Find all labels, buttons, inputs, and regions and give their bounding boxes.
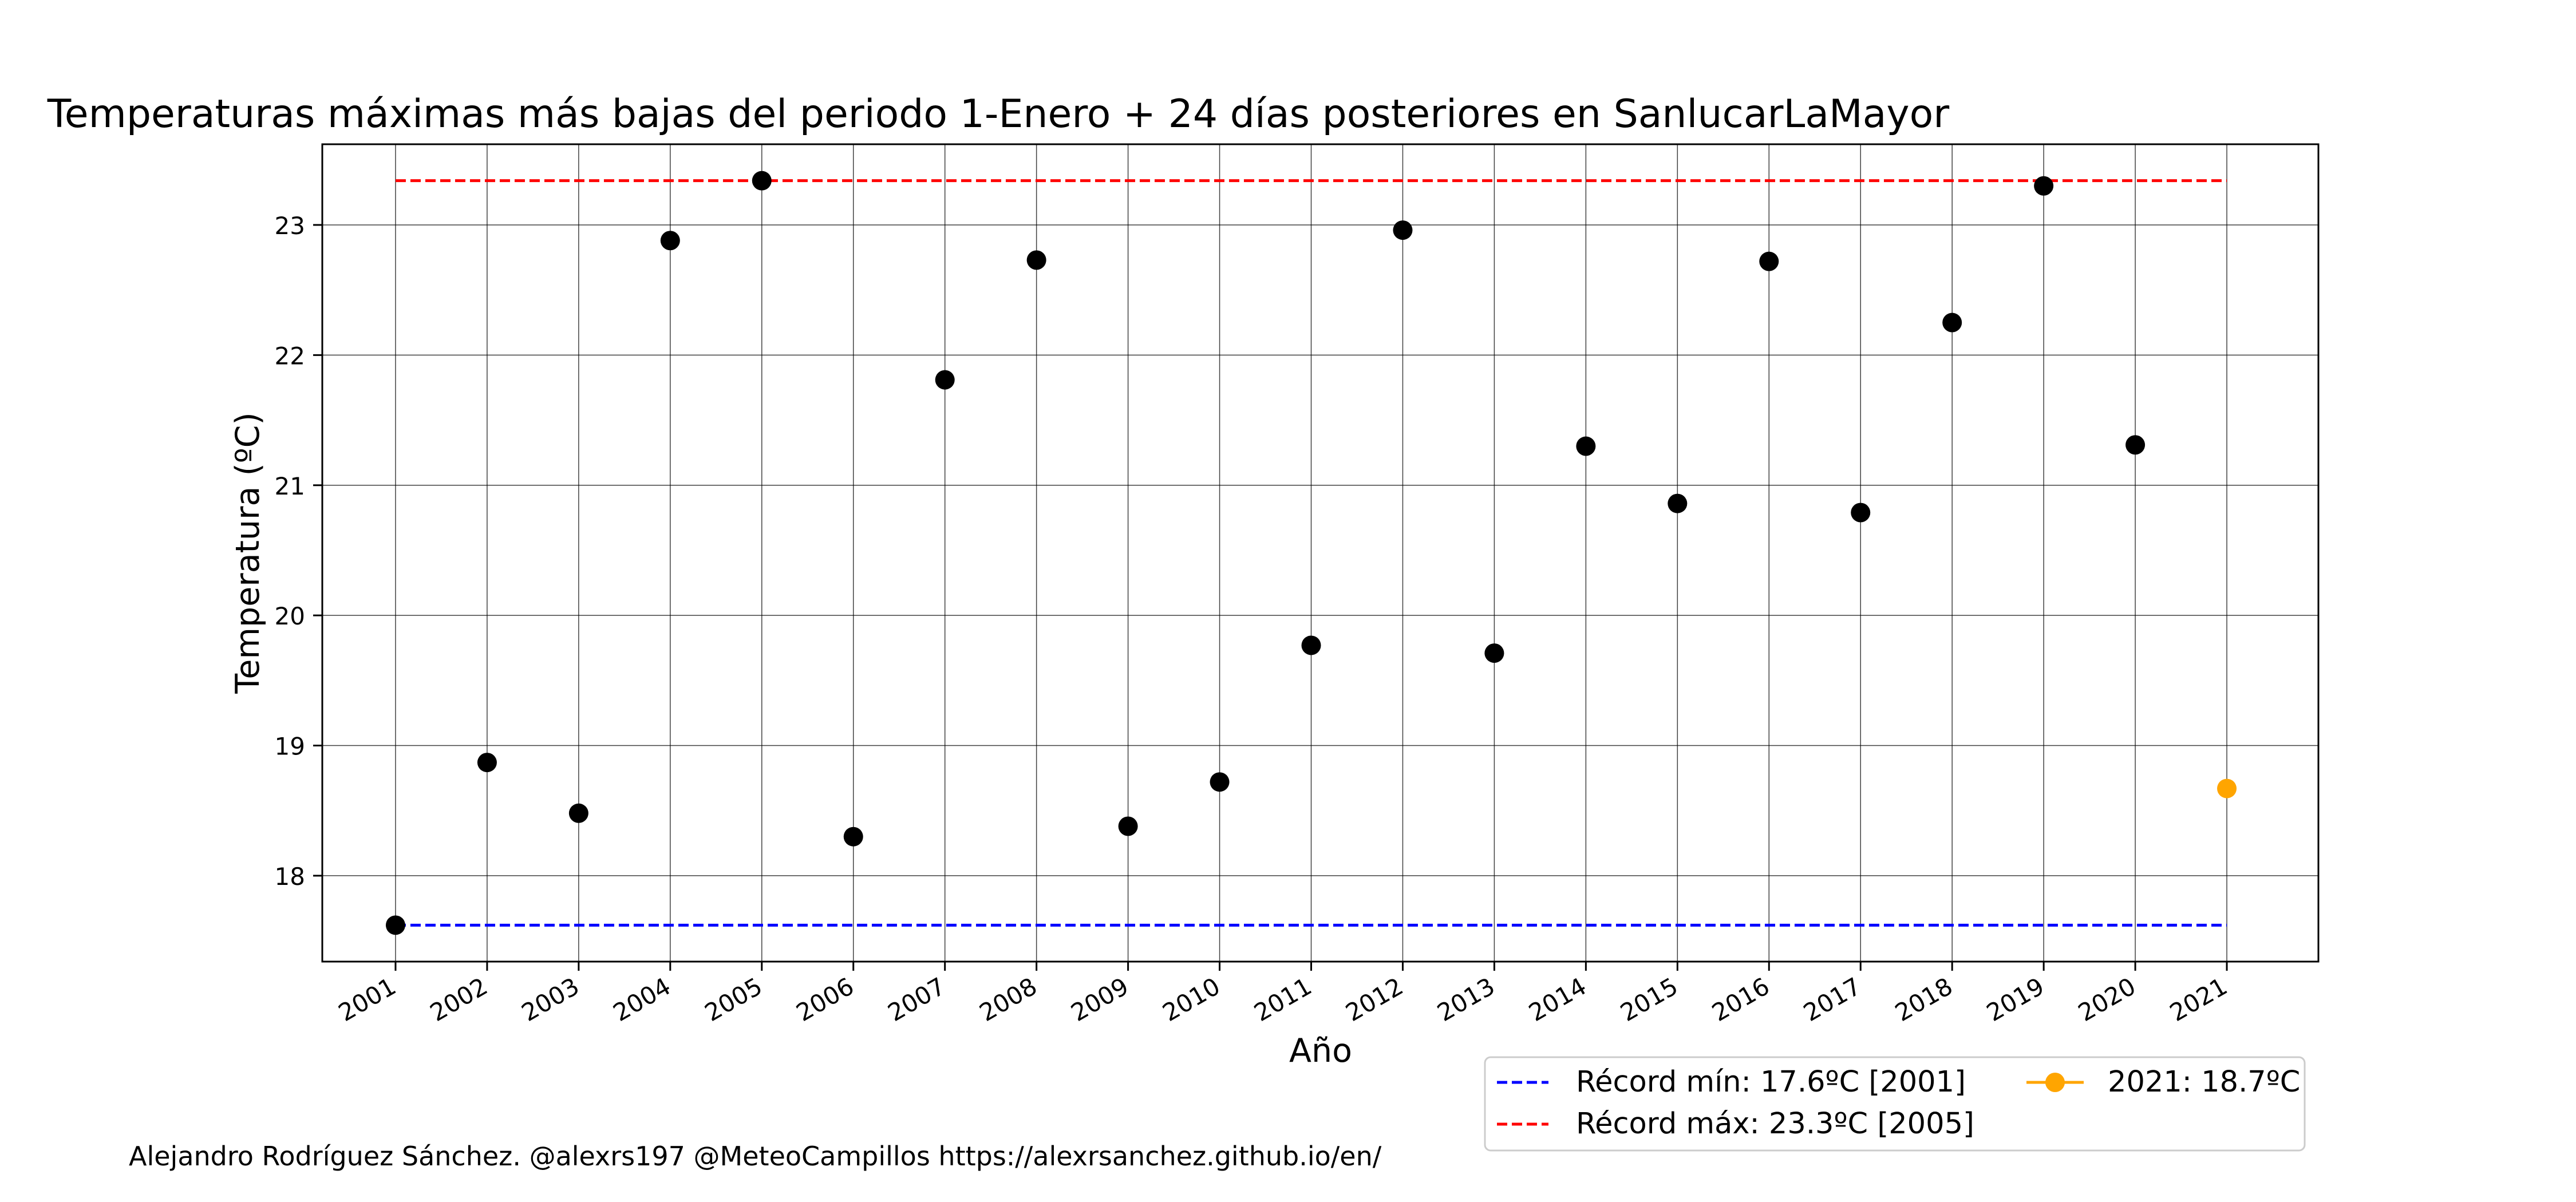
x-tick-label: 2014 bbox=[1524, 972, 1591, 1027]
plot-frame bbox=[321, 143, 2320, 963]
x-tick-label: 2019 bbox=[1982, 972, 2049, 1027]
x-tick-label: 2010 bbox=[1157, 972, 1224, 1027]
x-tick-label: 2007 bbox=[883, 972, 950, 1027]
x-tick-label: 2018 bbox=[1890, 972, 1957, 1027]
chart-title: Temperaturas máximas más bajas del perio… bbox=[47, 92, 1949, 137]
legend-swatch-2021-marker bbox=[2045, 1073, 2065, 1092]
data-point bbox=[477, 753, 497, 773]
y-axis-ticks: 18 19 20 21 22 23 bbox=[275, 212, 322, 891]
legend-label-min: Récord mín: 17.6ºC [2001] bbox=[1576, 1065, 1966, 1099]
data-point bbox=[1393, 220, 1413, 240]
data-point bbox=[1851, 503, 1871, 523]
data-point bbox=[1484, 643, 1504, 663]
data-point bbox=[2034, 176, 2054, 196]
x-tick-label: 2015 bbox=[1615, 972, 1682, 1027]
x-tick-label: 2017 bbox=[1799, 972, 1866, 1027]
grid bbox=[322, 144, 2318, 962]
x-tick-label: 2012 bbox=[1341, 972, 1408, 1027]
data-point bbox=[1118, 816, 1138, 836]
y-tick-label: 18 bbox=[275, 863, 305, 891]
x-tick-label: 2013 bbox=[1432, 972, 1499, 1027]
y-tick-label: 21 bbox=[275, 472, 305, 500]
legend-label-2021: 2021: 18.7ºC bbox=[2108, 1065, 2300, 1099]
data-points bbox=[385, 171, 2237, 935]
data-point bbox=[1026, 250, 1046, 270]
x-axis-label: Año bbox=[1289, 1032, 1352, 1070]
x-tick-label: 2004 bbox=[609, 972, 675, 1027]
data-point bbox=[843, 827, 863, 847]
data-point bbox=[1210, 772, 1230, 792]
y-tick-label: 20 bbox=[275, 602, 305, 630]
data-point-2021 bbox=[2217, 778, 2237, 798]
data-point bbox=[568, 803, 588, 823]
x-tick-label: 2008 bbox=[975, 972, 1042, 1027]
data-point bbox=[1942, 313, 1962, 333]
footer-credit: Alejandro Rodríguez Sánchez. @alexrs197 … bbox=[129, 1141, 1382, 1172]
data-point bbox=[1301, 635, 1321, 655]
x-tick-label: 2011 bbox=[1249, 972, 1316, 1027]
data-point bbox=[752, 171, 772, 191]
data-point bbox=[2125, 435, 2146, 455]
y-tick-label: 19 bbox=[275, 733, 305, 761]
data-point bbox=[1759, 251, 1779, 271]
data-point bbox=[660, 231, 680, 251]
x-axis-ticks: 2001 2002 2003 2004 2005 2006 2007 2008 2009 2010… bbox=[334, 962, 2232, 1027]
x-tick-label: 2003 bbox=[517, 972, 584, 1027]
x-tick-label: 2005 bbox=[700, 972, 767, 1027]
x-tick-label: 2016 bbox=[1707, 972, 1774, 1027]
y-axis-label: Temperatura (ºC) bbox=[229, 412, 267, 694]
y-tick-label: 23 bbox=[275, 212, 305, 240]
x-tick-label: 2006 bbox=[792, 972, 859, 1027]
x-tick-label: 2001 bbox=[334, 972, 401, 1027]
x-tick-label: 2002 bbox=[425, 972, 492, 1027]
x-tick-label: 2021 bbox=[2165, 972, 2232, 1027]
data-point bbox=[1576, 436, 1596, 456]
reference-lines bbox=[395, 179, 2227, 927]
data-point bbox=[1668, 493, 1688, 513]
x-tick-label: 2020 bbox=[2073, 972, 2140, 1027]
legend-box bbox=[1484, 1056, 2306, 1152]
legend-label-max: Récord máx: 23.3ºC [2005] bbox=[1576, 1107, 1974, 1141]
data-point bbox=[385, 915, 405, 935]
legend: Récord mín: 17.6ºC [2001] Récord máx: 23… bbox=[1484, 1056, 2306, 1152]
y-tick-label: 22 bbox=[275, 342, 305, 370]
data-point bbox=[935, 370, 955, 390]
x-tick-label: 2009 bbox=[1066, 972, 1133, 1027]
